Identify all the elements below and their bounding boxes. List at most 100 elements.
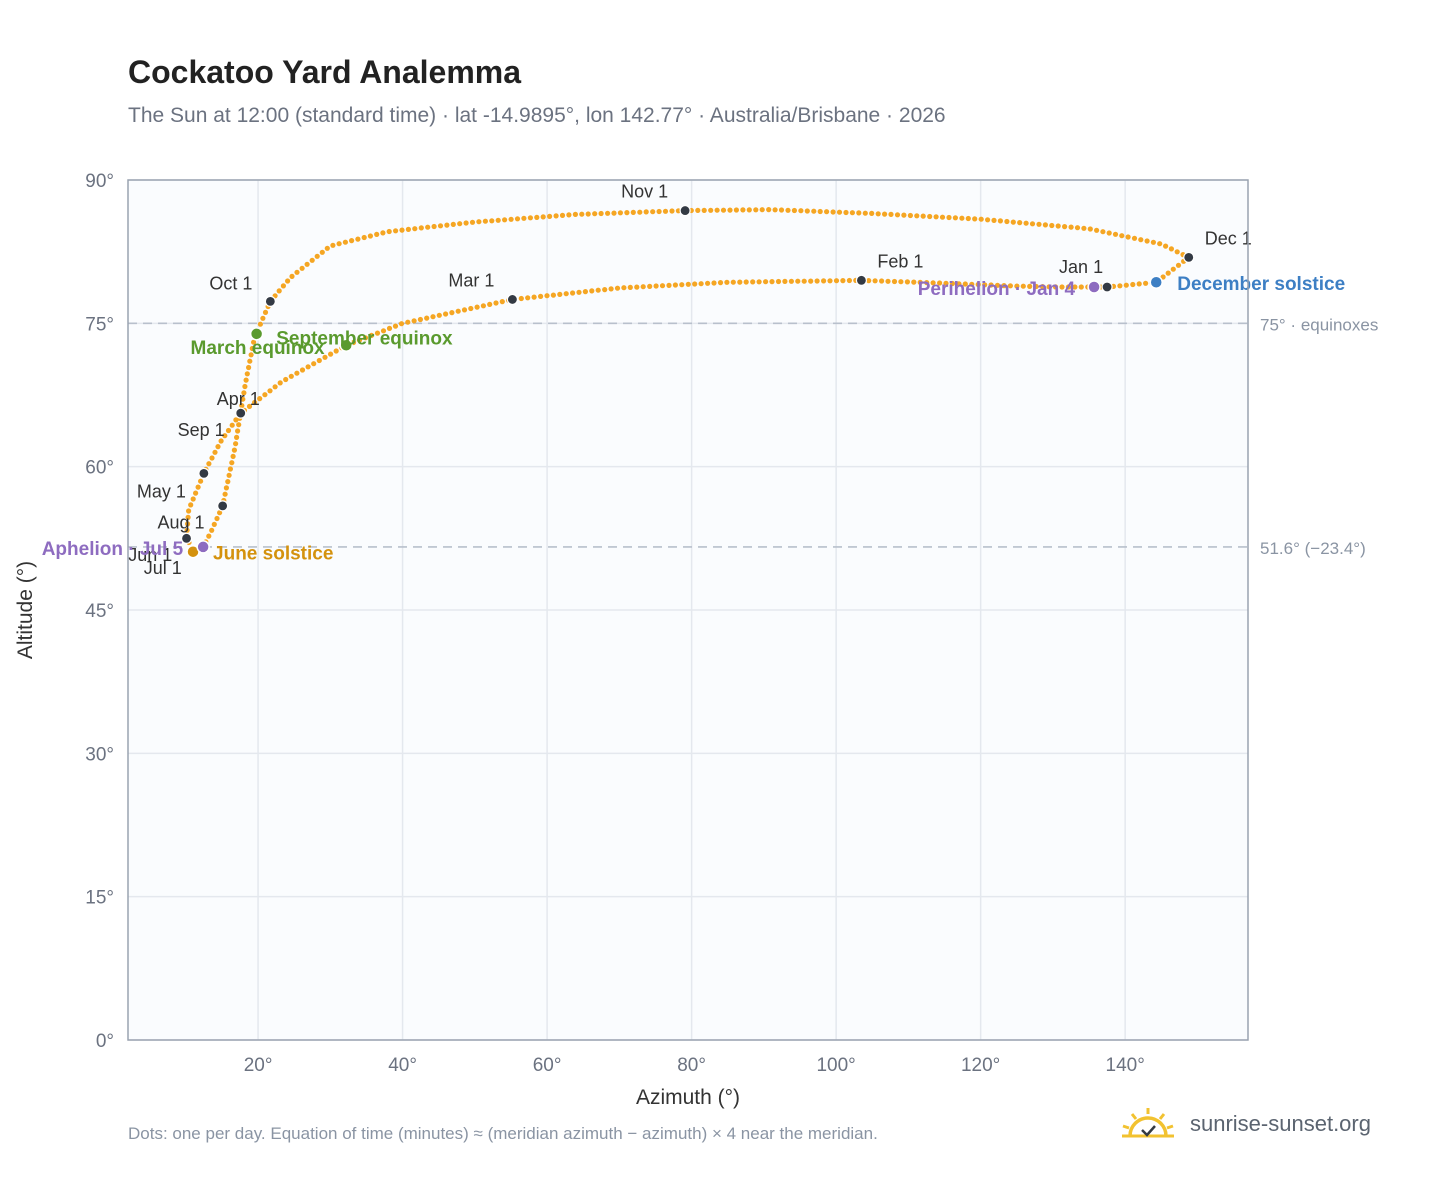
daily-dot bbox=[605, 210, 611, 216]
daily-dot bbox=[206, 461, 212, 467]
daily-dot bbox=[393, 228, 399, 234]
daily-dot bbox=[1157, 241, 1163, 247]
daily-dot bbox=[724, 279, 730, 285]
daily-dot bbox=[217, 510, 223, 516]
daily-dot bbox=[914, 213, 920, 219]
daily-dot bbox=[449, 310, 455, 316]
daily-dot bbox=[457, 221, 463, 227]
daily-dot bbox=[277, 380, 283, 386]
daily-dot bbox=[374, 231, 380, 237]
daily-dot bbox=[538, 293, 544, 299]
daily-dot bbox=[627, 284, 633, 290]
daily-dot bbox=[695, 207, 701, 213]
daily-dot bbox=[685, 281, 691, 287]
daily-dot bbox=[1010, 219, 1016, 225]
daily-dot bbox=[1174, 249, 1180, 255]
daily-dot bbox=[185, 521, 191, 527]
daily-dot bbox=[798, 208, 804, 214]
daily-dot bbox=[305, 364, 311, 370]
month-marker bbox=[264, 295, 276, 307]
daily-dot bbox=[322, 354, 328, 360]
analemma-path bbox=[184, 207, 1192, 554]
daily-dot bbox=[489, 218, 495, 224]
daily-dot bbox=[476, 219, 482, 225]
event-marker bbox=[249, 327, 264, 341]
daily-dot bbox=[978, 216, 984, 222]
daily-dot bbox=[349, 238, 355, 244]
daily-dot bbox=[195, 484, 201, 490]
daily-dot bbox=[572, 211, 579, 217]
daily-dot bbox=[595, 287, 601, 293]
daily-dot bbox=[386, 325, 393, 331]
daily-dot bbox=[242, 383, 248, 390]
daily-dot bbox=[589, 288, 595, 294]
axis-ticks: 20° 40° 60° 80° 100° 120° 140° 0° 15° 30° 45° 60° 75… bbox=[85, 171, 1145, 1076]
daily-dot bbox=[362, 335, 369, 341]
daily-dot bbox=[368, 332, 375, 338]
daily-dot bbox=[480, 303, 486, 309]
month-label: Nov 1 bbox=[621, 182, 668, 202]
daily-dot bbox=[392, 323, 399, 329]
footnote: Dots: one per day. Equation of time (min… bbox=[128, 1124, 878, 1143]
daily-dot bbox=[775, 278, 782, 285]
daily-dot bbox=[230, 453, 236, 459]
daily-dot bbox=[766, 207, 772, 213]
daily-dot bbox=[592, 211, 598, 217]
daily-dot bbox=[285, 278, 291, 284]
month-marker bbox=[235, 407, 247, 419]
daily-dot bbox=[885, 278, 891, 284]
event-marker bbox=[1149, 275, 1163, 289]
daily-dot bbox=[437, 223, 444, 229]
daily-dot bbox=[251, 339, 257, 345]
daily-dot bbox=[795, 278, 801, 284]
daily-dot bbox=[311, 361, 317, 367]
y-tick-label: 75° bbox=[85, 314, 114, 335]
daily-dot bbox=[324, 245, 330, 251]
daily-dot bbox=[1014, 283, 1020, 289]
daily-dot bbox=[843, 209, 849, 216]
daily-dot bbox=[444, 222, 450, 228]
daily-dot bbox=[1170, 266, 1176, 272]
daily-dot bbox=[985, 217, 991, 223]
y-axis-label: Altitude (°) bbox=[14, 561, 37, 659]
event-label: December solstice bbox=[1177, 274, 1345, 295]
daily-dot bbox=[939, 214, 946, 220]
month-marker bbox=[217, 500, 229, 512]
daily-dot bbox=[937, 280, 943, 286]
daily-dot bbox=[811, 208, 817, 214]
daily-dot bbox=[705, 280, 711, 286]
daily-dot bbox=[1068, 224, 1074, 230]
month-label: Feb 1 bbox=[877, 251, 923, 271]
month-marker bbox=[679, 204, 691, 217]
daily-dot bbox=[743, 279, 749, 285]
daily-dot bbox=[463, 220, 469, 226]
daily-dot bbox=[911, 279, 917, 285]
daily-dot bbox=[380, 230, 386, 236]
x-tick-label: 120° bbox=[961, 1055, 1000, 1076]
daily-dot bbox=[1065, 284, 1071, 290]
daily-dot bbox=[495, 217, 501, 223]
daily-dot bbox=[969, 281, 975, 287]
brand[interactable]: sunrise-sunset.org bbox=[1120, 1102, 1371, 1146]
daily-dot bbox=[647, 283, 653, 289]
daily-dot bbox=[582, 289, 589, 295]
daily-dot bbox=[544, 293, 550, 299]
daily-dot bbox=[1049, 222, 1055, 229]
daily-dot bbox=[336, 241, 342, 247]
daily-dot bbox=[398, 321, 405, 327]
daily-dot bbox=[540, 214, 546, 220]
daily-dot bbox=[614, 285, 621, 291]
daily-dot bbox=[257, 321, 263, 327]
daily-dot bbox=[319, 249, 325, 255]
daily-dot bbox=[972, 216, 978, 222]
month-label: Jan 1 bbox=[1059, 257, 1103, 277]
daily-dot bbox=[288, 373, 294, 379]
daily-dot bbox=[579, 211, 585, 217]
daily-dot bbox=[436, 312, 442, 318]
daily-dot bbox=[1046, 284, 1052, 290]
daily-dot bbox=[570, 290, 576, 296]
daily-dot bbox=[531, 294, 537, 300]
daily-dot bbox=[1130, 281, 1136, 288]
